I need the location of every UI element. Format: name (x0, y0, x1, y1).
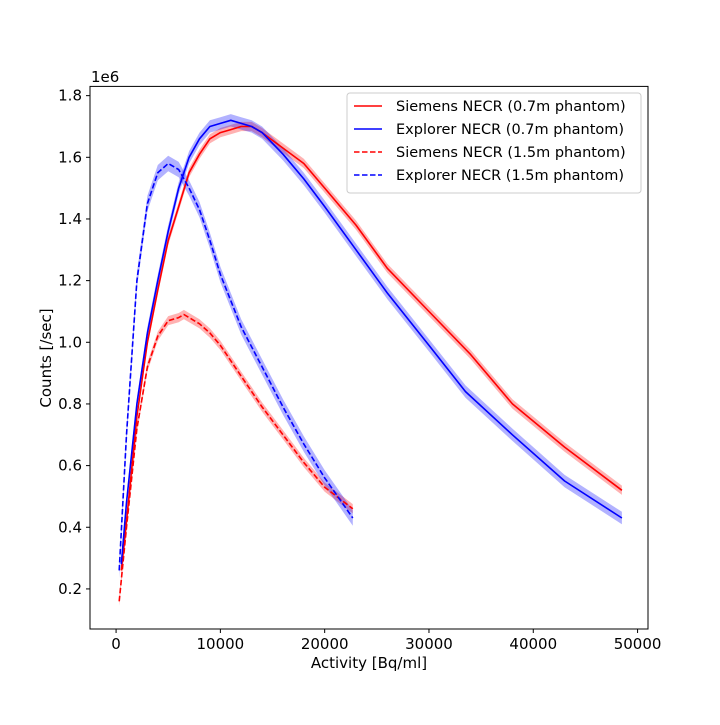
legend: Siemens NECR (0.7m phantom) Explorer NECR… (346, 92, 642, 194)
y-tick-label: 1.6 (58, 148, 82, 166)
series-line-explorer-necr-0-7m-phantom (120, 119, 623, 565)
y-tick-label: 1.0 (58, 333, 82, 351)
y-axis-label: Counts [/sec] (37, 308, 55, 407)
y-tick-label: 0.2 (58, 580, 82, 598)
y-tick-label: 1.2 (58, 272, 82, 290)
legend-box (346, 92, 642, 194)
x-axis: 0 10000 20000 30000 40000 50000 (111, 629, 661, 653)
series-line-siemens-necr-0-7m-phantom (120, 125, 623, 571)
legend-entry-label: Explorer NECR (0.7m phantom) (396, 122, 624, 138)
series-line-siemens-necr-1-5m-phantom (118, 313, 354, 602)
band-siemens-necr-1-5m-phantom (119, 309, 353, 606)
x-tick-label: 10000 (197, 635, 245, 653)
y-tick-label: 0.6 (58, 457, 82, 475)
x-tick-label: 30000 (405, 635, 453, 653)
y-tick-label: 0.8 (58, 395, 82, 413)
y-tick-label: 1.4 (58, 210, 82, 228)
series-lines (118, 119, 623, 602)
y-tick-label: 0.4 (58, 518, 82, 536)
series-line-explorer-necr-1-5m-phantom (118, 162, 354, 571)
x-tick-label: 0 (111, 635, 121, 653)
legend-entry-label: Explorer NECR (1.5m phantom) (396, 168, 624, 184)
legend-entry-label: Siemens NECR (0.7m phantom) (396, 99, 626, 115)
y-tick-label: 1.8 (58, 87, 82, 105)
y-axis-offset-label: 1e6 (91, 68, 119, 86)
x-tick-label: 50000 (614, 635, 662, 653)
x-tick-label: 40000 (509, 635, 557, 653)
x-axis-label: Activity [Bq/ml] (311, 654, 427, 672)
legend-entry-label: Siemens NECR (1.5m phantom) (396, 145, 626, 161)
y-axis: 0.2 0.4 0.6 0.8 1.0 1.2 1.4 1.6 1.8 (58, 87, 90, 598)
x-tick-label: 20000 (301, 635, 349, 653)
plot-area-frame (89, 85, 649, 630)
